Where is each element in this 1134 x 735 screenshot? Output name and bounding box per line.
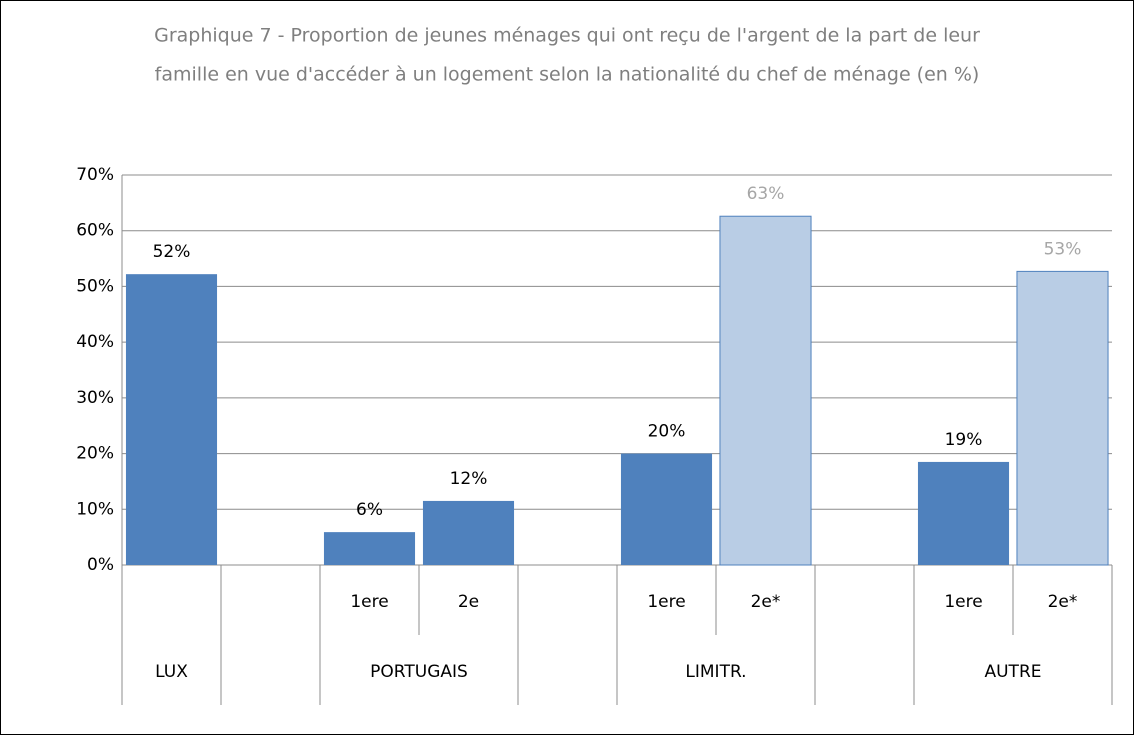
bar bbox=[917, 461, 1010, 565]
data-label: 20% bbox=[648, 422, 686, 442]
bar bbox=[620, 453, 713, 565]
x-tick-label: 1ere bbox=[944, 592, 982, 612]
y-tick-label: 30% bbox=[76, 388, 114, 408]
chart-title: famille en vue d'accéder à un logement s… bbox=[155, 64, 980, 86]
x-tick-label: 2e* bbox=[751, 592, 781, 612]
group-label: PORTUGAIS bbox=[370, 662, 468, 682]
bar bbox=[422, 500, 515, 565]
y-tick-label: 40% bbox=[76, 332, 114, 352]
bar bbox=[125, 274, 218, 565]
group-label: AUTRE bbox=[984, 662, 1041, 682]
bar bbox=[323, 532, 416, 565]
x-tick-label: 2e bbox=[458, 592, 479, 612]
group-label: LIMITR. bbox=[685, 662, 746, 682]
x-tick-label: 1ere bbox=[350, 592, 388, 612]
x-tick-label: 2e* bbox=[1048, 592, 1078, 612]
y-tick-label: 50% bbox=[76, 276, 114, 296]
bar bbox=[719, 215, 812, 566]
y-tick-label: 20% bbox=[76, 444, 114, 464]
x-tick-label: 1ere bbox=[647, 592, 685, 612]
bar bbox=[1016, 270, 1109, 566]
data-label: 6% bbox=[356, 500, 383, 520]
data-label: 19% bbox=[945, 430, 983, 450]
chart-title: Graphique 7 - Proportion de jeunes ménag… bbox=[154, 25, 980, 47]
data-label: 63% bbox=[747, 184, 785, 204]
data-label: 53% bbox=[1044, 239, 1082, 259]
data-label: 12% bbox=[450, 469, 488, 489]
y-tick-label: 0% bbox=[87, 555, 114, 575]
group-label: LUX bbox=[155, 662, 188, 682]
y-tick-label: 70% bbox=[76, 165, 114, 185]
y-tick-label: 60% bbox=[76, 221, 114, 241]
y-tick-label: 10% bbox=[76, 499, 114, 519]
data-label: 52% bbox=[153, 242, 191, 262]
